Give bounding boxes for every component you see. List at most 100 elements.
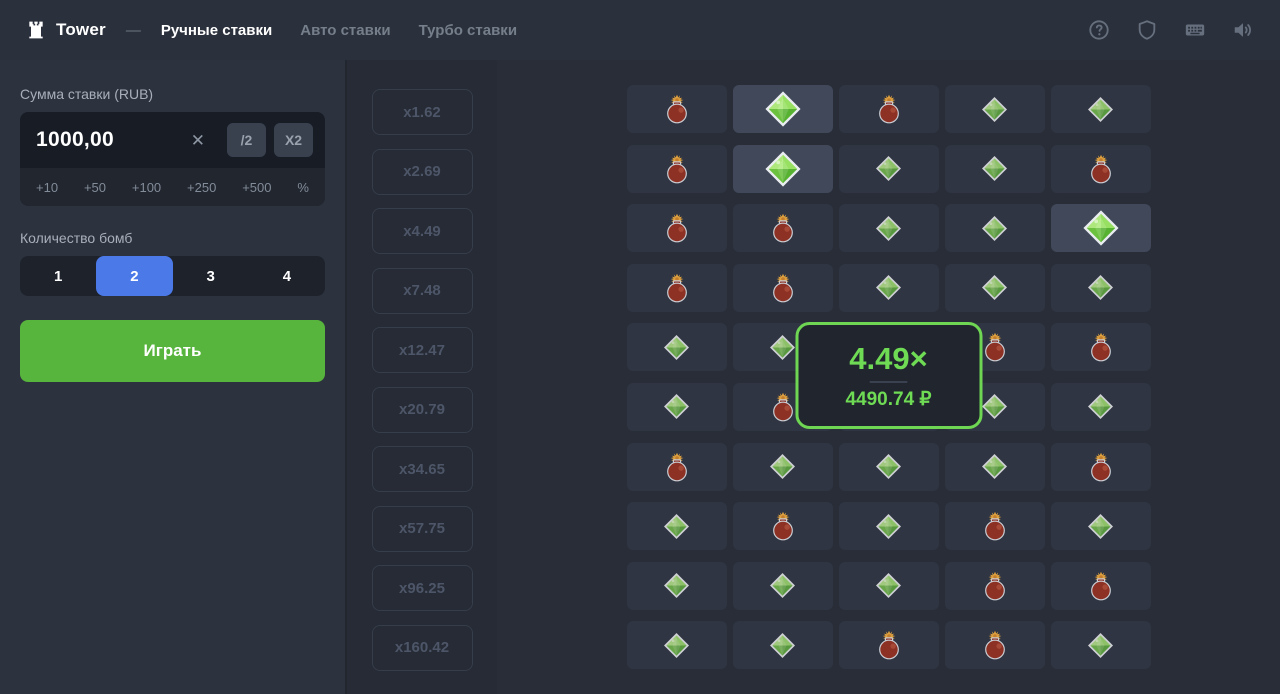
tile-r2c1-bomb[interactable]: [626, 144, 727, 193]
tile-r4c5-gem[interactable]: [1050, 263, 1151, 312]
gem-icon: [876, 215, 901, 241]
bomb-icon: [666, 94, 687, 124]
tile-r2c2-gem-selected[interactable]: [732, 144, 833, 193]
bombs-option-1[interactable]: 1: [53, 267, 63, 285]
bomb-icon: [666, 452, 687, 481]
quick-add-percent[interactable]: %: [297, 179, 309, 195]
tile-r9c2-gem[interactable]: [732, 561, 833, 610]
tab-0[interactable]: Ручные ставки: [160, 21, 273, 39]
bomb-icon: [772, 392, 793, 422]
quick-add-50[interactable]: +50: [83, 179, 106, 195]
result-multiplier: 4.49×: [849, 340, 928, 376]
gem-icon: [982, 454, 1007, 480]
volume-icon[interactable]: [1232, 19, 1254, 41]
tile-r4c2-bomb[interactable]: [732, 263, 833, 312]
tile-r8c4-bomb[interactable]: [944, 502, 1045, 551]
tile-r2c5-bomb[interactable]: [1050, 144, 1151, 193]
bet-amount-input[interactable]: 1000,00: [36, 128, 115, 151]
bomb-icon: [772, 511, 793, 541]
tile-r4c1-bomb[interactable]: [626, 263, 727, 312]
clear-bet-icon[interactable]: ✕: [190, 130, 205, 150]
tile-r5c5-bomb[interactable]: [1050, 323, 1151, 372]
tile-r10c3-bomb[interactable]: [838, 621, 939, 670]
tile-r9c3-gem[interactable]: [838, 561, 939, 610]
tile-r3c3-gem[interactable]: [838, 204, 939, 253]
quick-add-250[interactable]: +250: [187, 179, 217, 195]
bombs-option-2[interactable]: 2: [96, 256, 173, 296]
tile-r10c5-gem[interactable]: [1050, 621, 1151, 670]
tile-r7c1-bomb[interactable]: [626, 442, 727, 491]
tile-r8c3-gem[interactable]: [838, 502, 939, 551]
quick-add-10[interactable]: +10: [36, 179, 59, 195]
half-bet-button[interactable]: /2: [227, 123, 266, 157]
tile-r9c4-bomb[interactable]: [944, 561, 1045, 610]
topbar: Tower — Ручные ставки Авто ставки Турбо ст…: [0, 0, 1280, 60]
tile-r1c2-gem-selected[interactable]: [732, 85, 833, 133]
result-popup: 4.49× 4490.74 ₽: [795, 322, 982, 429]
tile-r2c3-gem[interactable]: [838, 144, 939, 193]
tower-logo-icon: [29, 21, 43, 39]
gem-icon: [664, 632, 689, 658]
game-grid-wrap: 4.49× 4490.74 ₽: [626, 85, 1151, 670]
tile-r5c1-gem[interactable]: [626, 323, 727, 372]
multiplier-rail: x1.62 x2.69 x4.49 x7.48 x12.47 x20.79 x34.65 x5…: [347, 60, 497, 694]
tile-r1c3-bomb[interactable]: [838, 85, 939, 133]
tile-r10c1-gem[interactable]: [626, 621, 727, 670]
tile-r3c4-gem[interactable]: [944, 204, 1045, 253]
bombs-option-3[interactable]: 3: [206, 267, 215, 285]
bombs-count-label: Количество бомб: [20, 230, 133, 246]
double-bet-button[interactable]: X2: [274, 123, 313, 157]
tile-r8c2-bomb[interactable]: [732, 502, 833, 551]
bet-amount-label: Сумма ставки (RUB): [20, 86, 154, 102]
tab-2[interactable]: Турбо ставки: [418, 21, 518, 39]
tab-1[interactable]: Авто ставки: [300, 21, 391, 39]
multiplier-step-10: x160.42: [371, 624, 473, 671]
multiplier-step-8: x57.75: [371, 505, 473, 552]
tile-r10c2-gem[interactable]: [732, 621, 833, 670]
gem-icon: [770, 573, 795, 599]
quick-add-500[interactable]: +500: [242, 179, 272, 195]
bomb-icon: [666, 213, 687, 243]
tile-r8c5-gem[interactable]: [1050, 502, 1151, 551]
tile-r7c5-bomb[interactable]: [1050, 442, 1151, 491]
tile-r6c1-gem[interactable]: [626, 382, 727, 431]
gem-icon: [982, 275, 1007, 301]
bombs-option-4[interactable]: 4: [282, 267, 292, 285]
tile-r3c1-bomb[interactable]: [626, 204, 727, 253]
brand: Tower: [26, 20, 106, 40]
tile-r8c1-gem[interactable]: [626, 502, 727, 551]
tile-r9c5-bomb[interactable]: [1050, 561, 1151, 610]
app-title: Tower: [56, 20, 106, 39]
tile-r6c5-gem[interactable]: [1050, 382, 1151, 431]
tile-r1c1-bomb[interactable]: [626, 85, 727, 133]
keyboard-icon[interactable]: [1184, 19, 1206, 41]
gem-icon: [770, 454, 795, 480]
tile-r1c4-gem[interactable]: [944, 85, 1045, 133]
play-button[interactable]: Играть: [20, 320, 325, 382]
gem-icon: [876, 513, 901, 539]
tile-r3c5-gem-selected[interactable]: [1050, 204, 1151, 253]
gem-icon: [876, 454, 901, 480]
help-icon[interactable]: [1088, 19, 1110, 41]
topbar-actions: [1088, 19, 1254, 41]
tile-r9c1-gem[interactable]: [626, 561, 727, 610]
tile-r4c3-gem[interactable]: [838, 263, 939, 312]
bombs-count-selector: 1 2 3 4: [20, 256, 325, 296]
quick-add-100[interactable]: +100: [131, 179, 162, 195]
tile-r10c4-bomb[interactable]: [944, 621, 1045, 670]
tile-r3c2-bomb[interactable]: [732, 204, 833, 253]
gem-icon: [876, 573, 901, 599]
tile-r7c4-gem[interactable]: [944, 442, 1045, 491]
tile-r7c3-gem[interactable]: [838, 442, 939, 491]
bomb-icon: [666, 154, 687, 183]
gem-icon: [982, 215, 1007, 241]
tile-r1c5-gem[interactable]: [1050, 85, 1151, 133]
shield-icon[interactable]: [1136, 19, 1158, 41]
tile-r4c4-gem[interactable]: [944, 263, 1045, 312]
gem-icon: [764, 151, 801, 187]
bomb-icon: [772, 213, 793, 243]
gem-icon: [1088, 96, 1113, 122]
gem-icon: [876, 156, 901, 182]
tile-r7c2-gem[interactable]: [732, 442, 833, 491]
tile-r2c4-gem[interactable]: [944, 144, 1045, 193]
